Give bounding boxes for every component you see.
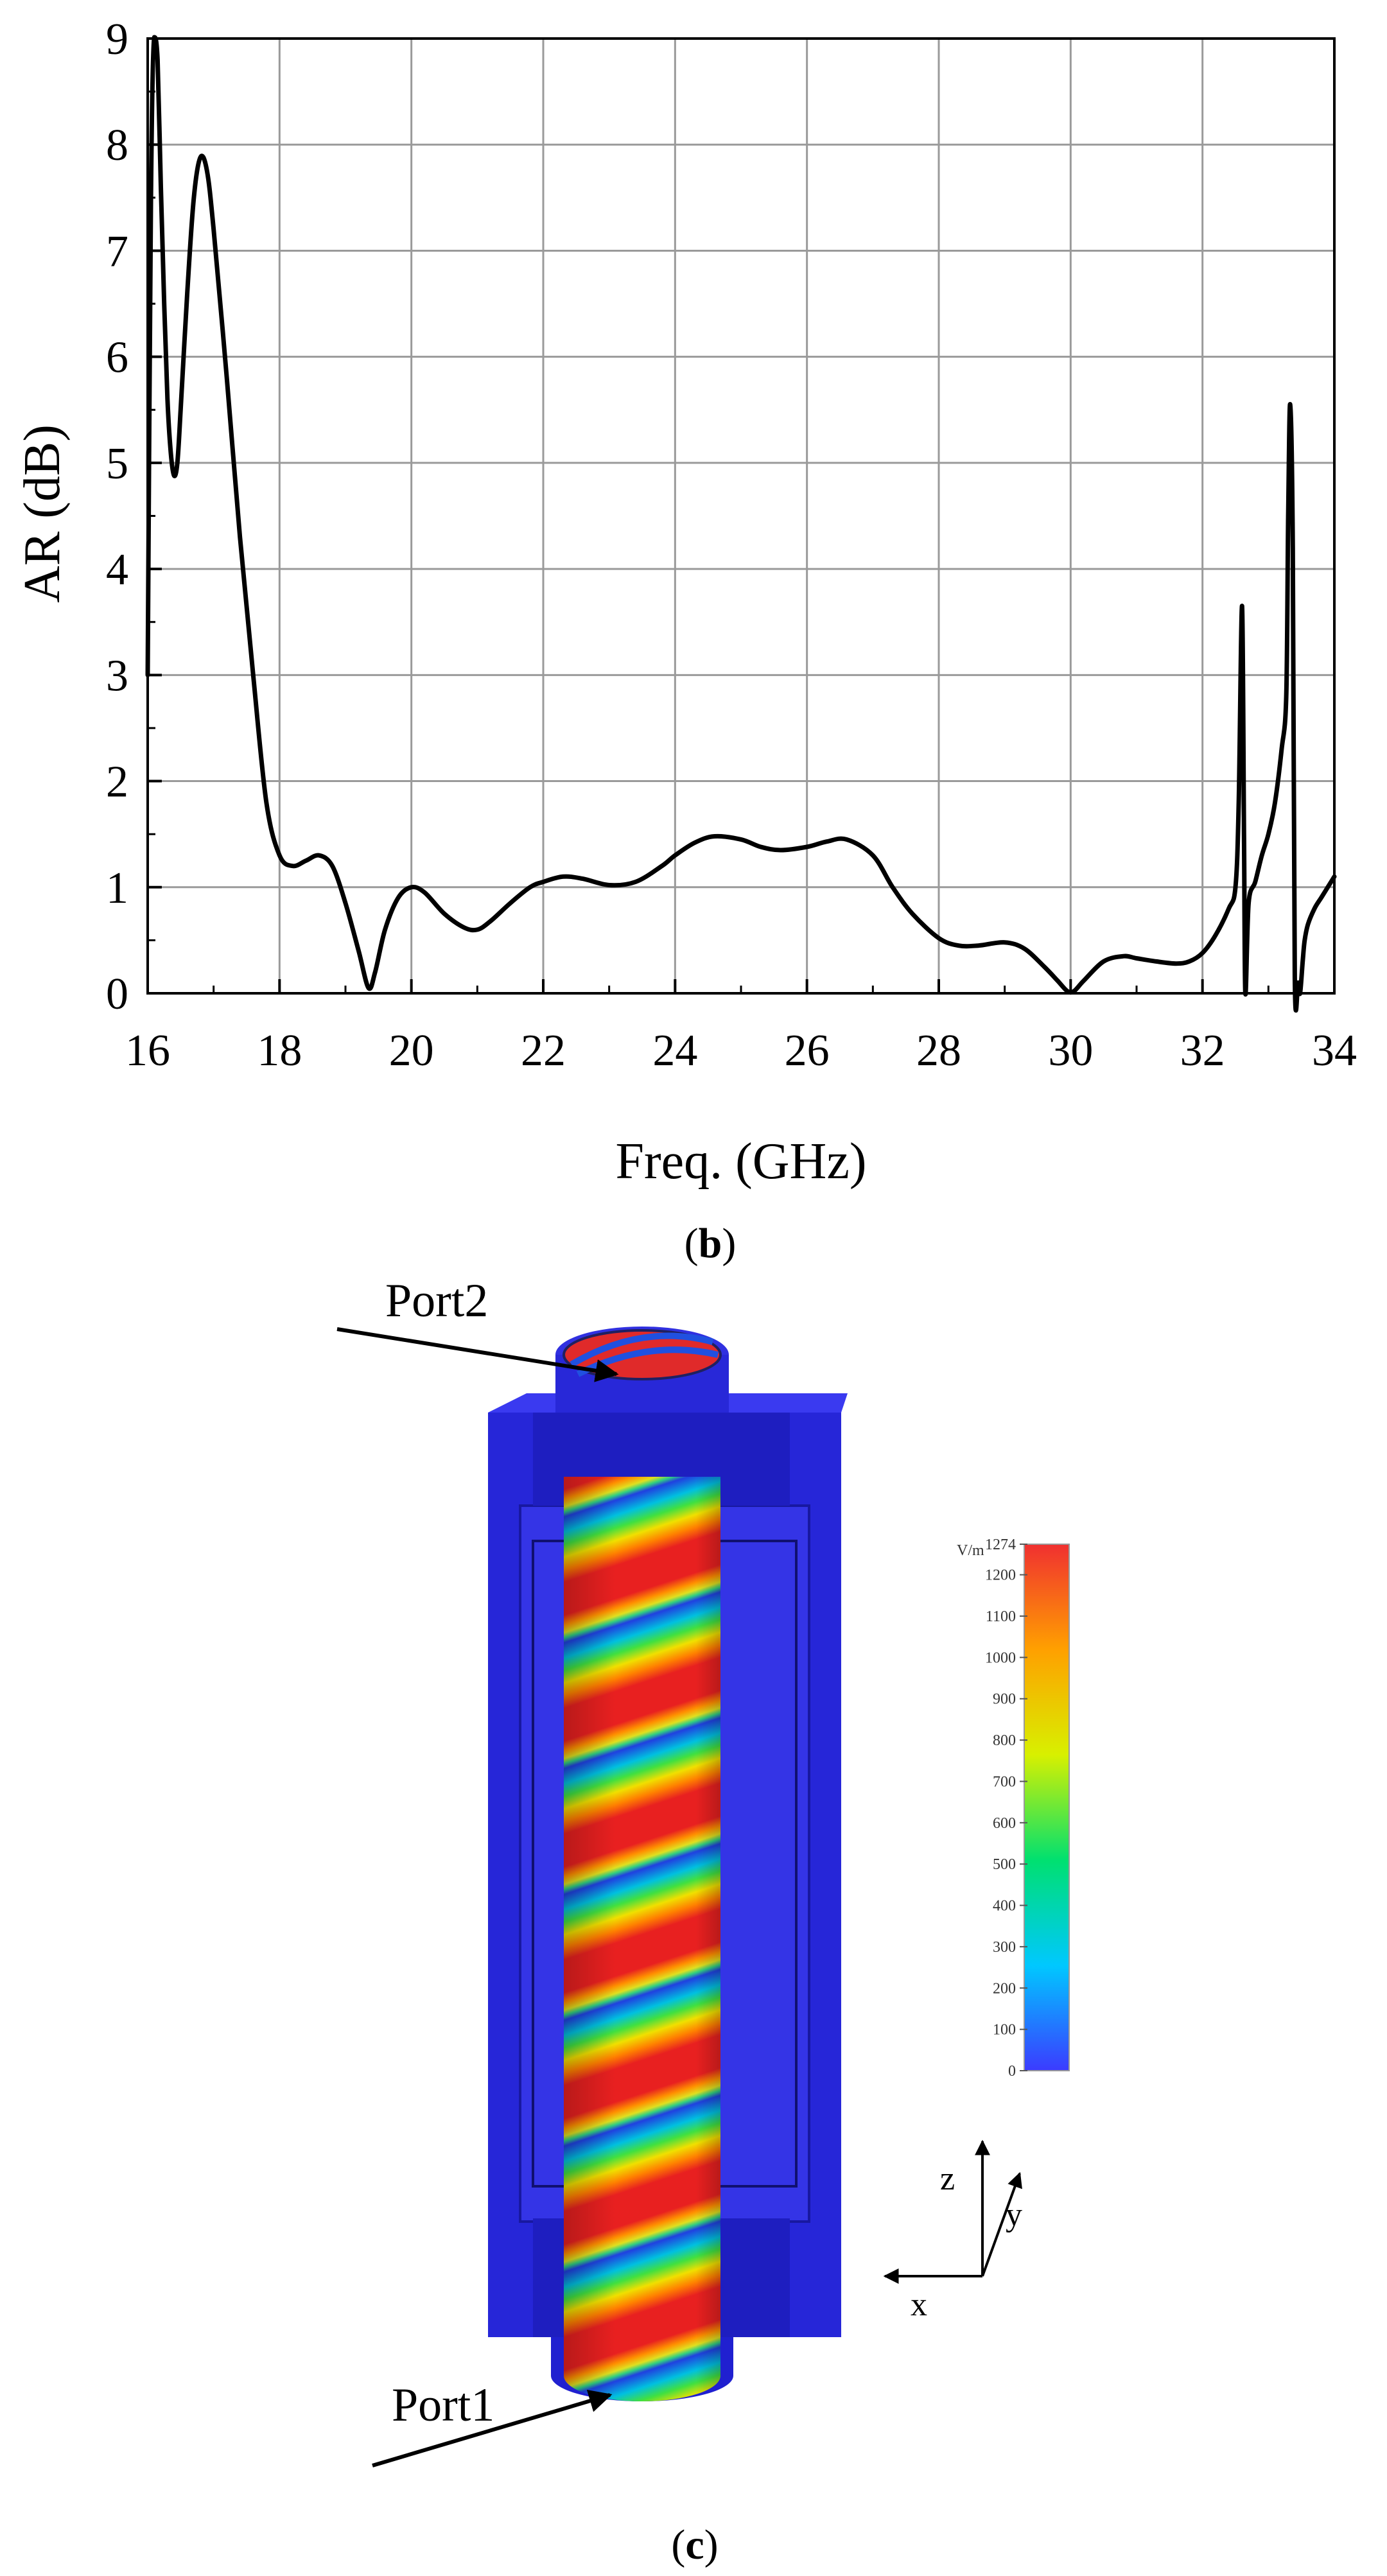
port2-label: Port2 [385, 1275, 488, 1327]
colorbar-label-1274: 1274 [985, 1536, 1016, 1553]
colorbar-gradient [1024, 1544, 1070, 2071]
colorbar-label-800: 800 [993, 1732, 1016, 1749]
y-tick-label-5: 5 [106, 439, 128, 489]
field-distribution: Port2 Port1 V/m 127412001100100090080070… [336, 1275, 1070, 2568]
x-axis-label: x [911, 2286, 927, 2323]
x-tick-label-30: 30 [1048, 1026, 1093, 1075]
y-tick-label-2: 2 [106, 758, 128, 807]
y-tick-labels: 0 1 2 3 4 5 6 7 8 9 [106, 15, 128, 1019]
colorbar: V/m 127412001100100090080070060050040030… [957, 1536, 1070, 2080]
x-tick-label-28: 28 [916, 1026, 961, 1075]
y-tick-label-1: 1 [106, 864, 128, 913]
y-axis-arrow [981, 2171, 1022, 2277]
colorbar-label-500: 500 [993, 1856, 1016, 1873]
x-tick-label-20: 20 [389, 1026, 434, 1075]
port1-label: Port1 [392, 2379, 494, 2432]
colorbar-ticks: 1274120011001000900800700600500400300200… [985, 1536, 1027, 2080]
x-tick-label-26: 26 [785, 1026, 830, 1075]
x-axis-title: Freq. (GHz) [616, 1133, 867, 1190]
y-tick-label-0: 0 [106, 970, 128, 1019]
y-tick-label-8: 8 [106, 121, 128, 170]
plot-area [148, 39, 1334, 993]
x-tick-label-32: 32 [1180, 1026, 1225, 1075]
x-tick-label-24: 24 [652, 1026, 697, 1075]
x-tick-labels: 16 18 20 22 24 26 28 30 32 34 [125, 1026, 1357, 1075]
panel-label-c: (c) [671, 2521, 718, 2568]
panel-label-b: (b) [685, 1220, 737, 1267]
colorbar-label-700: 700 [993, 1773, 1016, 1790]
x-tick-label-34: 34 [1312, 1026, 1357, 1075]
colorbar-label-1200: 1200 [985, 1567, 1016, 1584]
y-tick-label-4: 4 [106, 545, 128, 595]
colorbar-label-300: 300 [993, 1939, 1016, 1956]
y-axis-label: y [1006, 2197, 1022, 2233]
y-axis-title: AR (dB) [14, 424, 71, 603]
colorbar-label-400: 400 [993, 1898, 1016, 1915]
plot-frame [146, 37, 1336, 995]
x-tick-label-18: 18 [257, 1026, 302, 1075]
colorbar-label-1000: 1000 [985, 1649, 1016, 1666]
y-tick-label-3: 3 [106, 651, 128, 701]
y-tick-label-7: 7 [106, 227, 128, 276]
colorbar-label-0: 0 [1008, 2063, 1016, 2080]
y-tick-label-9: 9 [106, 15, 128, 64]
series-line-ar [145, 35, 1337, 1013]
colorbar-label-200: 200 [993, 1980, 1016, 1997]
colorbar-label-600: 600 [993, 1815, 1016, 1832]
colorbar-label-900: 900 [993, 1691, 1016, 1708]
y-tick-label-6: 6 [106, 333, 128, 383]
x-tick-label-22: 22 [521, 1026, 566, 1075]
x-tick-label-16: 16 [125, 1026, 170, 1075]
z-axis-label: z [940, 2161, 955, 2197]
colorbar-unit: V/m [957, 1542, 984, 1559]
field-cylinder-shading [564, 1477, 720, 2401]
colorbar-label-100: 100 [993, 2022, 1016, 2039]
axis-triad: z y x [883, 2139, 1022, 2323]
colorbar-label-1100: 1100 [986, 1608, 1016, 1625]
port2-arrow [336, 1327, 619, 1382]
tick-marks [146, 37, 1336, 995]
port1-arrow [372, 2389, 613, 2467]
